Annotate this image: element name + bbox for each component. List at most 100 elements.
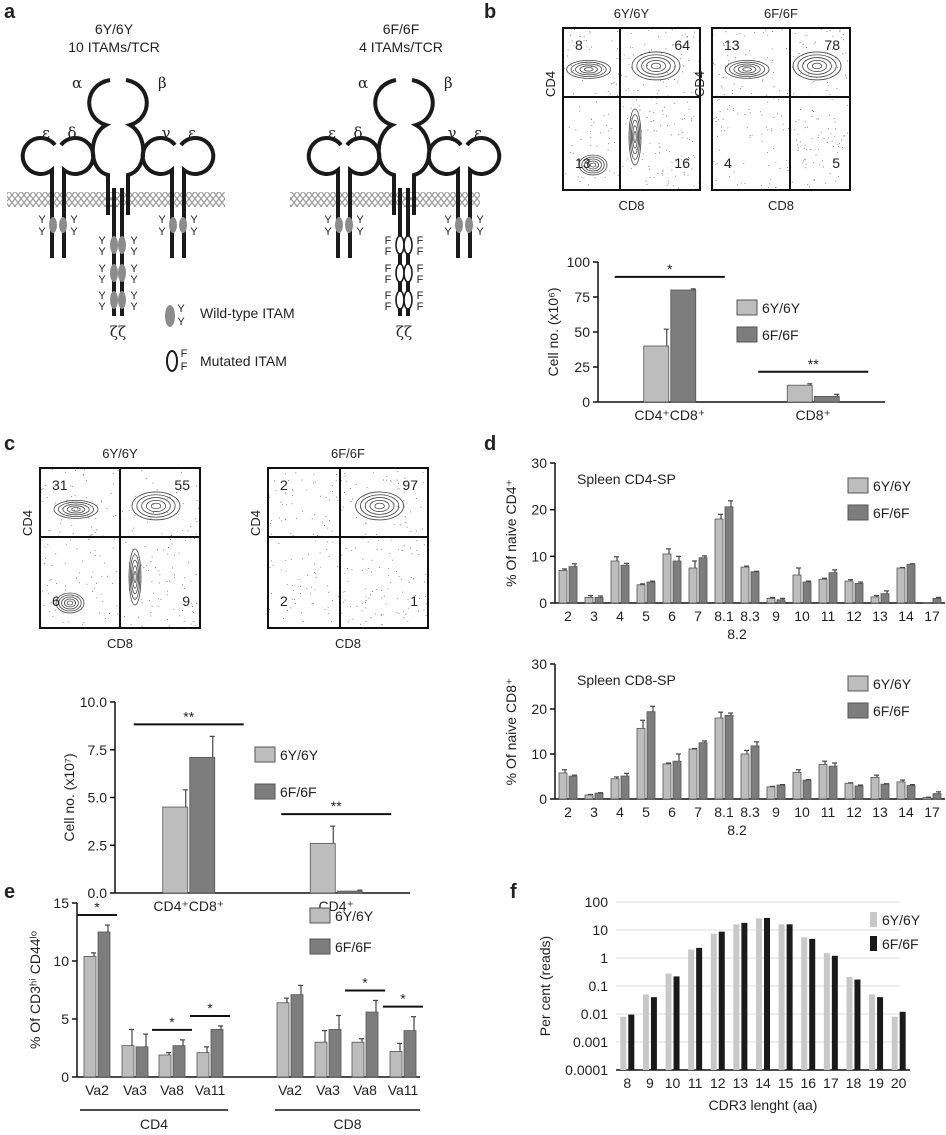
bar-6Y-6Y-2: [558, 772, 568, 800]
event-dot: [803, 63, 805, 65]
event-dot: [328, 555, 330, 557]
event-dot: [680, 130, 682, 132]
residue: Y: [444, 214, 452, 226]
event-dot: [843, 39, 845, 41]
contour: [742, 67, 752, 72]
event-dot: [802, 160, 804, 162]
legend-swatch: [870, 936, 877, 951]
event-dot: [152, 482, 154, 484]
event-dot: [284, 560, 286, 562]
event-dot: [716, 99, 718, 101]
contour: [802, 57, 832, 75]
residue: Y: [444, 226, 452, 238]
bar-6Y-6Y-CD4⁺: [309, 842, 336, 894]
residue: Y: [130, 290, 138, 302]
contour: [589, 162, 597, 168]
x-tick-label: Va3: [316, 1082, 340, 1098]
event-dot: [163, 549, 165, 551]
event-dot: [386, 479, 388, 481]
residue: Y: [324, 214, 332, 226]
event-dot: [674, 159, 676, 161]
quadrant-value-ur: 64: [674, 37, 690, 53]
event-dot: [390, 480, 392, 482]
x-tick-label: 13: [872, 608, 888, 624]
event-dot: [762, 78, 764, 80]
event-dot: [686, 36, 688, 38]
significance-star: *: [400, 991, 406, 1007]
event-dot: [321, 521, 323, 523]
event-dot: [367, 541, 369, 543]
event-dot: [46, 496, 48, 498]
tcr-alpha-chain: [373, 78, 398, 215]
event-dot: [291, 503, 293, 505]
event-dot: [688, 108, 690, 110]
residue: F: [385, 263, 392, 275]
event-dot: [690, 117, 692, 119]
event-dot: [733, 83, 735, 85]
event-dot: [833, 118, 835, 120]
quadrant-value-ll: 2: [280, 593, 288, 609]
event-dot: [344, 590, 346, 592]
event-dot: [805, 167, 807, 169]
event-dot: [62, 612, 64, 614]
wild-type-itam: [110, 236, 118, 254]
event-dot: [761, 133, 763, 135]
event-dot: [390, 539, 392, 541]
event-dot: [648, 30, 650, 32]
event-dot: [396, 597, 398, 599]
event-dot: [805, 149, 807, 151]
event-dot: [817, 118, 819, 120]
bar-6F-6F-5: [646, 711, 656, 800]
bar-6F-6F-13: [880, 783, 890, 800]
event-dot: [131, 530, 133, 532]
bar-6Y-6Y-8: [620, 1016, 627, 1070]
event-dot: [337, 565, 339, 567]
event-dot: [713, 118, 715, 120]
event-dot: [776, 112, 778, 114]
event-dot: [187, 561, 189, 563]
bar-6Y-6Y-11: [688, 949, 695, 1070]
event-dot: [589, 131, 591, 133]
event-dot: [403, 545, 405, 547]
bar-6F-6F-2: [568, 566, 578, 604]
event-dot: [572, 152, 574, 154]
event-dot: [573, 93, 575, 95]
event-dot: [143, 567, 145, 569]
event-dot: [842, 135, 844, 137]
contour: [131, 491, 181, 521]
x-tick-label: Va2: [278, 1082, 302, 1098]
event-dot: [834, 128, 836, 130]
event-dot: [659, 125, 661, 127]
event-dot: [693, 36, 695, 38]
event-dot: [639, 109, 641, 111]
event-dot: [410, 530, 412, 532]
y-tick-label: 10: [53, 953, 69, 969]
event-dot: [295, 472, 297, 474]
bar-chart-d-2: 0 10 20 30 2 3 4 5 6 7 8.1 8.3 9 10 11 12 13 14 17 8.2 % Of …: [503, 656, 945, 838]
residue: Y: [356, 226, 364, 238]
event-dot: [791, 181, 793, 183]
event-dot: [184, 577, 186, 579]
event-dot: [181, 584, 183, 586]
event-dot: [727, 55, 729, 57]
x-tick-label: 8.3: [740, 804, 760, 820]
event-dot: [375, 613, 377, 615]
event-dot: [813, 162, 815, 164]
contour: [136, 494, 176, 518]
event-dot: [671, 134, 673, 136]
event-dot: [401, 591, 403, 593]
event-dot: [166, 580, 168, 582]
event-dot: [420, 506, 422, 508]
event-dot: [721, 126, 723, 128]
event-dot: [385, 603, 387, 605]
event-dot: [114, 538, 116, 540]
x-axis-label: CD8: [335, 636, 361, 651]
event-dot: [730, 46, 732, 48]
event-dot: [806, 184, 808, 186]
event-dot: [140, 564, 142, 566]
event-dot: [410, 576, 412, 578]
bar-6F-6F-11: [696, 947, 703, 1070]
event-dot: [660, 80, 662, 82]
legend-label: 6Y/6Y: [335, 908, 374, 924]
event-dot: [82, 623, 84, 625]
